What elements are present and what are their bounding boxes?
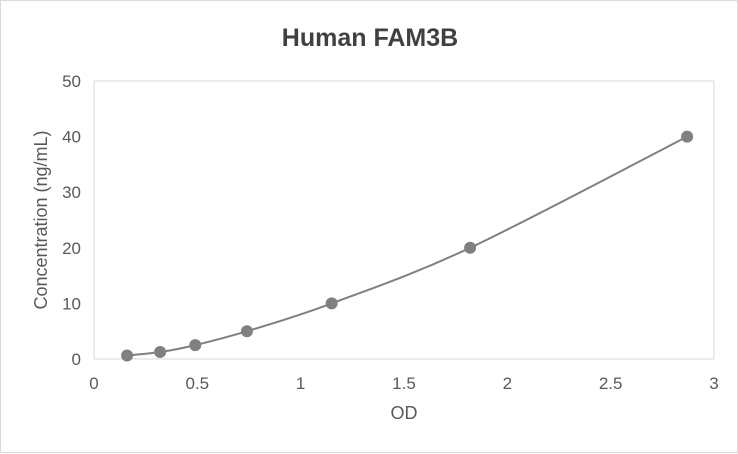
y-tick-label: 0 (72, 350, 81, 369)
fit-curve (126, 135, 688, 357)
y-tick-label: 10 (62, 294, 81, 313)
x-tick-label: 0 (89, 374, 98, 393)
chart-title: Human FAM3B (282, 24, 458, 52)
y-axis-label: Concentration (ng/mL) (31, 130, 51, 309)
x-tick-label: 2.5 (599, 374, 623, 393)
data-point (325, 297, 338, 310)
x-axis-ticks: 0 0.5 1 1.5 2 2.5 3 (89, 374, 718, 393)
y-tick-label: 20 (62, 239, 81, 258)
x-tick-label: 1 (296, 374, 305, 393)
data-point (464, 241, 477, 254)
y-tick-label: 50 (62, 72, 81, 91)
x-tick-label: 2 (503, 374, 512, 393)
data-point (189, 339, 202, 352)
y-axis-ticks: 0 10 20 30 40 50 (62, 72, 81, 369)
x-axis-label: OD (391, 403, 418, 423)
y-tick-label: 30 (62, 183, 81, 202)
data-point (681, 130, 694, 143)
data-point (240, 325, 253, 338)
data-points (121, 130, 694, 362)
x-tick-label: 1.5 (392, 374, 416, 393)
x-tick-label: 0.5 (186, 374, 210, 393)
x-tick-label: 3 (709, 374, 718, 393)
data-point (154, 346, 167, 359)
plot-area-border (93, 80, 715, 360)
data-point (121, 349, 134, 362)
y-tick-label: 40 (62, 128, 81, 147)
